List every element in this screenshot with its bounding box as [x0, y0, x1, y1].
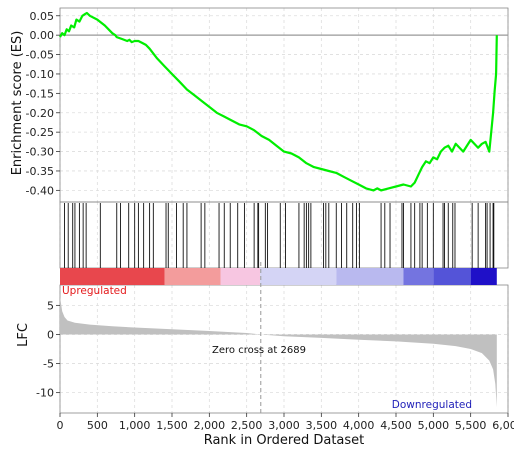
- x-tick-label: 3,000: [268, 419, 300, 432]
- colorbar-block: [470, 268, 497, 285]
- zero-cross-label: Zero cross at 2689: [212, 345, 306, 356]
- hits-panel: [64, 203, 495, 268]
- colorbar-block: [403, 268, 434, 285]
- colorbar-block: [433, 268, 471, 285]
- colorbar-block: [164, 268, 221, 285]
- x-tick-label: 3,500: [306, 419, 338, 432]
- x-tick-label: 1,500: [156, 419, 188, 432]
- colorbar-block: [60, 268, 165, 285]
- es-y-tick-label: -0.40: [26, 184, 54, 197]
- x-tick-label: 6,000: [492, 419, 514, 432]
- lfc-y-tick-label: -10: [36, 387, 54, 400]
- grid-layer: [59, 8, 509, 413]
- x-axis-label: Rank in Ordered Dataset: [204, 433, 365, 448]
- x-tick-label: 0: [57, 419, 64, 432]
- es-y-tick-label: 0.05: [30, 10, 55, 23]
- colorbar-block: [336, 268, 404, 285]
- es-y-tick-label: 0.00: [30, 29, 55, 42]
- x-tick-label: 5,000: [418, 419, 450, 432]
- x-tick-label: 4,500: [380, 419, 412, 432]
- es-y-tick-label: -0.35: [26, 165, 54, 178]
- x-tick-label: 2,000: [194, 419, 226, 432]
- rank-colorbar: [60, 268, 497, 285]
- x-tick-label: 5,500: [455, 419, 487, 432]
- x-tick-label: 1,000: [119, 419, 151, 432]
- es-y-tick-label: -0.10: [26, 68, 54, 81]
- lfc-y-tick-label: 0: [47, 328, 54, 341]
- es-curve: [59, 11, 498, 192]
- lfc-y-tick-label: -5: [43, 358, 54, 371]
- ticks-layer: 0.05 0.00 -0.05 -0.10 -0.15 -0.20 -0.25 -0.30 -0…: [26, 10, 514, 432]
- es-y-tick-label: -0.15: [26, 87, 54, 100]
- x-tick-label: 4,000: [343, 419, 375, 432]
- es-y-tick-label: -0.20: [26, 107, 54, 120]
- x-tick-label: 2,500: [231, 419, 263, 432]
- downregulated-label: Downregulated: [392, 399, 472, 411]
- upregulated-label: Upregulated: [62, 285, 127, 297]
- es-y-tick-label: -0.05: [26, 49, 54, 62]
- es-panel: [59, 11, 508, 192]
- es-y-tick-label: -0.25: [26, 126, 54, 139]
- colorbar-block: [220, 268, 261, 285]
- es-y-axis-label: Enrichment score (ES): [10, 31, 25, 176]
- colorbar-block: [260, 268, 337, 285]
- lfc-y-axis-label: LFC: [16, 323, 31, 347]
- es-y-tick-label: -0.30: [26, 146, 54, 159]
- x-tick-label: 500: [87, 419, 108, 432]
- lfc-y-tick-label: 5: [47, 299, 54, 312]
